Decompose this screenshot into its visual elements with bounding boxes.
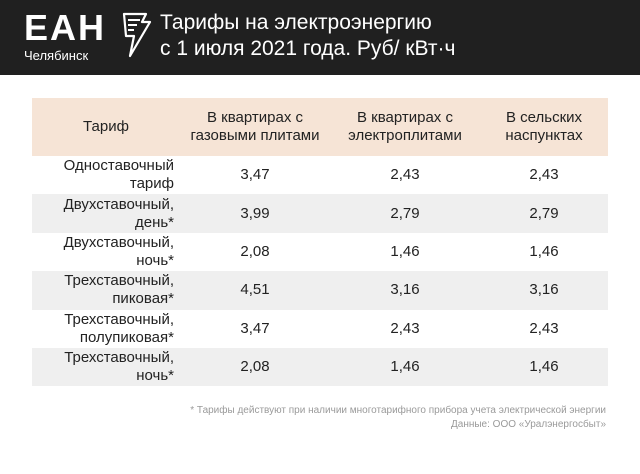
column-header-gas-stoves: В квартирах с газовыми плитами: [190, 109, 320, 144]
logo-city: Челябинск: [24, 48, 89, 63]
column-header-rural: В сельских наспунктах: [505, 109, 583, 144]
rural-rate-cell: 3,16: [529, 281, 559, 299]
logo-text: ЕАН: [24, 7, 107, 48]
header-banner: ЕАН Челябинск Тарифы на электроэнергию с…: [0, 0, 640, 75]
electric-stove-rate-cell: 2,43: [390, 319, 420, 337]
rural-rate-cell: 1,46: [529, 242, 559, 260]
tariff-name-cell: Трехставочный, полупиковая*: [64, 310, 174, 346]
column-header-electric-stoves: В квартирах с электроплитами: [348, 109, 462, 144]
rural-rate-cell: 1,46: [529, 358, 559, 376]
column-header-tariff: Тариф: [83, 118, 129, 135]
electric-stove-rate-cell: 1,46: [390, 242, 420, 260]
rural-rate-cell: 2,43: [529, 319, 559, 337]
electric-stove-rate-cell: 2,43: [390, 166, 420, 184]
footnote-tariff-note: * Тарифы действуют при наличии многотари…: [190, 405, 606, 416]
logo: ЕАН Челябинск: [24, 8, 154, 68]
tariff-name-cell: Одноставочный тариф: [63, 157, 174, 193]
tariff-name-cell: Трехставочный, пиковая*: [64, 272, 174, 308]
gas-stove-rate-cell: 2,08: [240, 358, 270, 376]
table-row: Двухставочный, день* 3,99 2,79 2,79: [32, 194, 608, 233]
table-row: Одноставочный тариф 3,47 2,43 2,43: [32, 156, 608, 194]
footnote-source: Данные: ООО «Уралэнергосбыт»: [450, 419, 606, 430]
rural-rate-cell: 2,43: [529, 166, 559, 184]
gas-stove-rate-cell: 4,51: [240, 281, 270, 299]
tariff-table: Тариф В квартирах с газовыми плитами В к…: [32, 98, 608, 387]
tariff-name-cell: Трехставочный, ночь*: [64, 349, 174, 385]
title-line-1: Тарифы на электроэнергию: [160, 11, 432, 34]
electric-stove-rate-cell: 1,46: [390, 358, 420, 376]
gas-stove-rate-cell: 3,47: [240, 166, 270, 184]
page-title: Тарифы на электроэнергию с 1 июля 2021 г…: [160, 10, 455, 62]
electric-stove-rate-cell: 2,79: [390, 204, 420, 222]
table-row: Трехставочный, пиковая* 4,51 3,16 3,16: [32, 271, 608, 310]
tariff-name-cell: Двухставочный, день*: [63, 195, 174, 231]
title-line-2: с 1 июля 2021 года. Руб/ кВт·ч: [160, 37, 456, 60]
tariff-name-cell: Двухставочный, ночь*: [63, 233, 174, 269]
table-row: Трехставочный, полупиковая* 3,47 2,43 2,…: [32, 310, 608, 348]
footnote: * Тарифы действуют при наличии многотари…: [190, 404, 606, 432]
table-row: Трехставочный, ночь* 2,08 1,46 1,46: [32, 347, 608, 387]
electric-stove-rate-cell: 3,16: [390, 281, 420, 299]
gas-stove-rate-cell: 3,47: [240, 319, 270, 337]
gas-stove-rate-cell: 3,99: [240, 204, 270, 222]
gas-stove-rate-cell: 2,08: [240, 242, 270, 260]
lightning-document-icon: [122, 12, 152, 58]
table-header-row: Тариф В квартирах с газовыми плитами В к…: [32, 98, 608, 156]
table-row: Двухставочный, ночь* 2,08 1,46 1,46: [32, 233, 608, 271]
rural-rate-cell: 2,79: [529, 204, 559, 222]
